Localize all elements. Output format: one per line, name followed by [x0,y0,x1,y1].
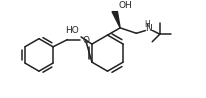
Text: OH: OH [118,1,132,10]
Text: H: H [144,20,150,29]
Polygon shape [112,12,120,28]
Text: N: N [146,24,152,33]
Text: HO: HO [66,26,79,35]
Text: O: O [83,36,90,45]
